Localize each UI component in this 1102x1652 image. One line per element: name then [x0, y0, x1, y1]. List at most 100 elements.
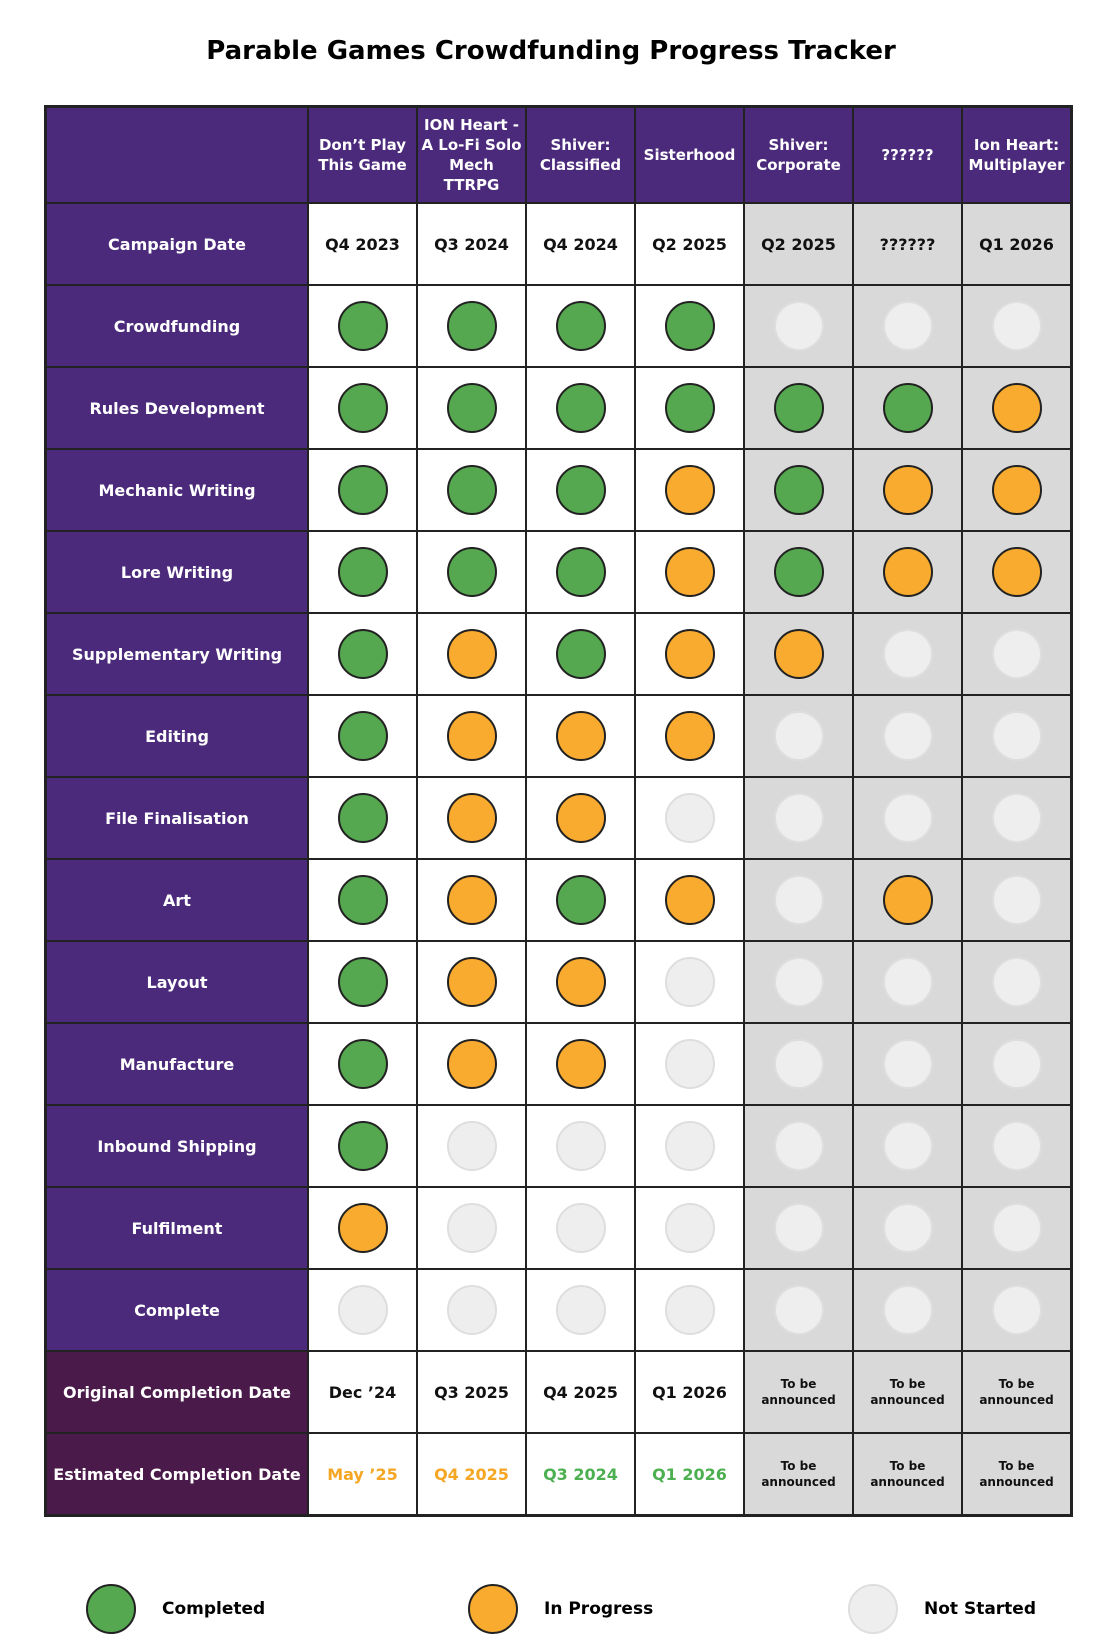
- row-label: Art: [44, 858, 309, 942]
- row-label: Lore Writing: [44, 530, 309, 614]
- status-circle: [991, 301, 1042, 351]
- table-row: Lore Writing: [44, 530, 1073, 614]
- status-cell: [743, 366, 854, 450]
- status-cell: [634, 530, 745, 614]
- status-cell: [743, 940, 854, 1024]
- status-cell: [852, 1186, 963, 1270]
- status-cell: [525, 612, 636, 696]
- text-cell: Q1 2026: [634, 1350, 745, 1434]
- status-cell: [634, 284, 745, 368]
- status-circle: [773, 547, 824, 597]
- status-cell: [416, 940, 527, 1024]
- status-circle: [991, 1039, 1042, 1089]
- status-circle: [664, 793, 715, 843]
- status-circle: [664, 1203, 715, 1253]
- text-cell: To be announced: [852, 1432, 963, 1517]
- status-circle: [337, 301, 388, 351]
- status-circle: [664, 465, 715, 515]
- status-circle: [337, 1203, 388, 1253]
- status-circle: [991, 1203, 1042, 1253]
- status-cell: [416, 284, 527, 368]
- status-circle: [446, 1203, 497, 1253]
- row-label: Original Completion Date: [44, 1350, 309, 1434]
- status-cell: [743, 1186, 854, 1270]
- row-label: Layout: [44, 940, 309, 1024]
- status-cell: [525, 448, 636, 532]
- status-circle: [337, 1285, 388, 1335]
- table-row: Complete: [44, 1268, 1073, 1352]
- status-cell: [525, 530, 636, 614]
- status-circle: [555, 1121, 606, 1171]
- status-cell: [416, 530, 527, 614]
- table-row: Art: [44, 858, 1073, 942]
- status-cell: [525, 776, 636, 860]
- column-header: Shiver: Classified: [525, 105, 636, 204]
- status-cell: [634, 940, 745, 1024]
- status-cell: [743, 1104, 854, 1188]
- status-circle: [882, 957, 933, 1007]
- text-cell: Q4 2024: [525, 202, 636, 286]
- status-cell: [743, 612, 854, 696]
- status-circle: [446, 1285, 497, 1335]
- status-circle: [773, 465, 824, 515]
- status-circle: [773, 1121, 824, 1171]
- status-cell: [961, 530, 1073, 614]
- text-cell: May ’25: [307, 1432, 418, 1517]
- status-cell: [743, 1268, 854, 1352]
- status-cell: [416, 694, 527, 778]
- row-label: File Finalisation: [44, 776, 309, 860]
- status-cell: [634, 1104, 745, 1188]
- status-cell: [416, 1186, 527, 1270]
- status-cell: [416, 448, 527, 532]
- status-circle: [664, 711, 715, 761]
- status-cell: [416, 366, 527, 450]
- text-cell: Q1 2026: [634, 1432, 745, 1517]
- status-circle: [555, 547, 606, 597]
- legend-item: In Progress: [468, 1584, 653, 1634]
- status-cell: [416, 1022, 527, 1106]
- status-cell: [961, 694, 1073, 778]
- text-cell: To be announced: [743, 1350, 854, 1434]
- status-cell: [525, 284, 636, 368]
- status-cell: [634, 612, 745, 696]
- table-row: Original Completion Date Dec ’24 Q3 2025 Q4…: [44, 1350, 1073, 1434]
- row-label: Complete: [44, 1268, 309, 1352]
- status-circle: [882, 383, 933, 433]
- status-cell: [852, 694, 963, 778]
- status-cell: [961, 612, 1073, 696]
- status-circle: [882, 875, 933, 925]
- status-circle: [773, 383, 824, 433]
- status-circle: [337, 465, 388, 515]
- status-circle: [664, 1121, 715, 1171]
- status-circle: [664, 629, 715, 679]
- header-row: Don’t Play This Game ION Heart - A Lo-Fi …: [44, 105, 1073, 204]
- status-cell: [961, 1022, 1073, 1106]
- status-cell: [525, 366, 636, 450]
- status-circle: [882, 301, 933, 351]
- status-circle: [773, 1285, 824, 1335]
- status-circle: [555, 875, 606, 925]
- status-circle: [446, 1039, 497, 1089]
- status-cell: [307, 776, 418, 860]
- status-cell: [852, 530, 963, 614]
- table-row: Supplementary Writing: [44, 612, 1073, 696]
- corner-cell: [44, 105, 309, 204]
- column-header: Sisterhood: [634, 105, 745, 204]
- status-circle: [882, 793, 933, 843]
- status-circle: [446, 1121, 497, 1171]
- status-cell: [743, 1022, 854, 1106]
- status-circle: [555, 301, 606, 351]
- status-circle: [773, 1203, 824, 1253]
- status-circle: [337, 1039, 388, 1089]
- status-circle: [664, 1285, 715, 1335]
- progress-table: Don’t Play This Game ION Heart - A Lo-Fi …: [44, 105, 1073, 1517]
- status-cell: [525, 858, 636, 942]
- status-circle: [882, 1285, 933, 1335]
- status-circle: [337, 547, 388, 597]
- row-label: Editing: [44, 694, 309, 778]
- legend-label: Completed: [162, 1599, 266, 1619]
- status-circle: [555, 1203, 606, 1253]
- table-row: Rules Development: [44, 366, 1073, 450]
- status-cell: [961, 1104, 1073, 1188]
